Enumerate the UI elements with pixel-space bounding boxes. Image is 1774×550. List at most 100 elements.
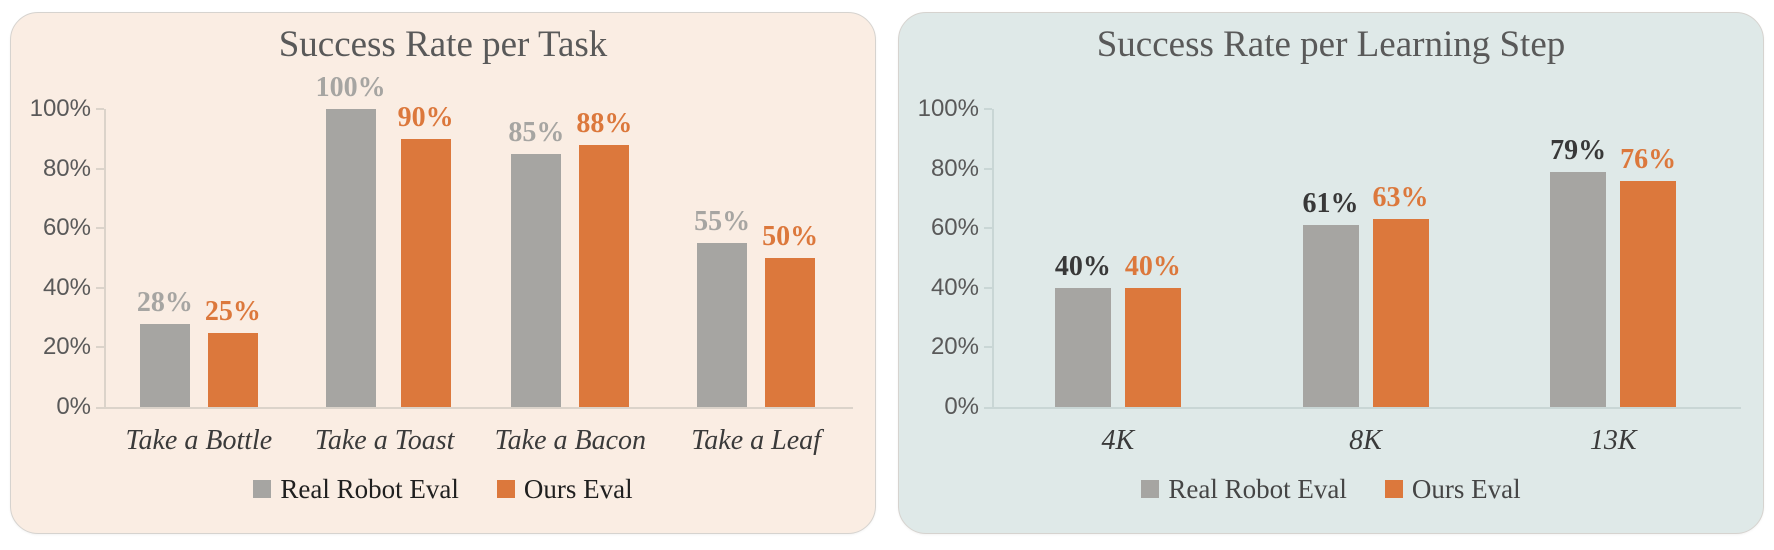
category-label: 8K xyxy=(1349,425,1382,456)
x-axis-labels: Take a Bottle Take a Toast Take a Bacon Tak… xyxy=(106,424,849,458)
bar xyxy=(579,144,630,407)
x-axis-line xyxy=(984,407,1741,409)
y-tick-label: 80% xyxy=(930,154,979,182)
y-tick-mark xyxy=(96,286,104,289)
bar xyxy=(765,258,816,407)
bar xyxy=(1302,225,1359,407)
bar-column: 88% xyxy=(576,109,632,407)
y-tick-mark xyxy=(984,167,992,170)
chart-panel-learning-step: Success Rate per Learning Step 100% 80% 60… xyxy=(898,12,1764,534)
bar-group: 85% 88% xyxy=(478,109,664,407)
bar-value-label: 79% xyxy=(1550,134,1607,166)
legend-swatch-icon xyxy=(496,480,515,499)
bar-column: 63% xyxy=(1372,182,1429,407)
legend-item: Real Robot Eval xyxy=(253,473,459,505)
plot-area: 28% 25% 100% 90% 85% 88% 55% 50% xyxy=(106,74,849,407)
bar xyxy=(400,138,451,407)
y-tick-label: 40% xyxy=(930,273,979,301)
plot-area: 40% 40% 61% 63% 79% 76% xyxy=(994,109,1737,407)
y-tick-label: 0% xyxy=(56,393,91,420)
bar-value-label: 63% xyxy=(1372,182,1429,214)
x-axis-line xyxy=(96,407,853,409)
legend-swatch-icon xyxy=(1141,480,1160,499)
bar-value-label: 61% xyxy=(1302,188,1359,220)
bar-value-label: 85% xyxy=(508,116,565,148)
bar-column: 40% xyxy=(1054,250,1111,407)
y-tick-mark xyxy=(984,108,992,110)
bar xyxy=(139,323,190,407)
y-tick-label: 20% xyxy=(930,333,979,361)
y-tick-label: 80% xyxy=(42,154,91,182)
bar-group: 79% 76% xyxy=(1489,134,1737,407)
bar-group: 40% 40% xyxy=(994,250,1242,407)
bar-value-label: 25% xyxy=(204,295,261,327)
y-tick-label: 20% xyxy=(42,333,91,361)
bar-value-label: 40% xyxy=(1054,250,1111,282)
y-tick-mark xyxy=(96,346,104,349)
category-label: Take a Toast xyxy=(314,425,455,456)
y-tick-label: 40% xyxy=(42,273,91,301)
legend-swatch-icon xyxy=(253,480,272,499)
bar xyxy=(511,153,562,407)
y-tick-mark xyxy=(984,346,992,349)
category-label: Take a Bottle xyxy=(125,425,273,456)
y-tick-mark xyxy=(984,286,992,289)
legend-swatch-icon xyxy=(1384,480,1403,499)
x-axis-labels: 4K 8K 13K xyxy=(994,424,1737,458)
y-tick-label: 100% xyxy=(29,95,91,122)
category-label: 13K xyxy=(1589,425,1637,456)
category-label: 4K xyxy=(1101,425,1135,456)
bar xyxy=(1372,219,1429,407)
y-tick-mark xyxy=(96,227,104,230)
bar-group: 28% 25% xyxy=(106,286,292,407)
bar xyxy=(1620,180,1677,407)
bar-value-label: 100% xyxy=(315,72,386,103)
y-tick-label: 60% xyxy=(42,214,91,242)
y-tick-label: 100% xyxy=(917,95,979,122)
legend-label: Ours Eval xyxy=(1411,474,1521,504)
bar-column: 85% xyxy=(508,116,565,407)
legend-item: Real Robot Eval xyxy=(1141,473,1347,505)
bar-column: 25% xyxy=(204,295,261,407)
bar-group: 61% 63% xyxy=(1242,184,1490,407)
bar xyxy=(1124,287,1181,407)
legend: Real Robot Eval Ours Eval xyxy=(899,473,1763,505)
chart-title: Success Rate per Task xyxy=(278,24,608,65)
bar-column: 50% xyxy=(762,223,818,407)
bar-value-label: 50% xyxy=(762,221,819,252)
bar xyxy=(1054,287,1111,407)
legend-label: Real Robot Eval xyxy=(280,474,459,504)
bar-value-label: 76% xyxy=(1620,143,1677,175)
category-label: Take a Leaf xyxy=(691,425,821,456)
bar-column: 61% xyxy=(1302,188,1359,407)
chart-title: Success Rate per Learning Step xyxy=(1096,24,1566,65)
y-tick-mark xyxy=(96,108,104,110)
y-tick-mark xyxy=(96,167,104,170)
chart-panel-task: Success Rate per Task 100% 80% 60% 40% 20% 0%… xyxy=(10,12,876,534)
bar-value-label: 28% xyxy=(136,286,193,318)
y-axis-line xyxy=(104,109,106,409)
y-axis-labels: 100% 80% 60% 40% 20% 0% xyxy=(899,97,979,419)
bar-column: 28% xyxy=(136,286,193,407)
y-tick-mark xyxy=(984,227,992,230)
bar xyxy=(697,243,748,407)
legend-label: Ours Eval xyxy=(523,474,633,504)
bar-value-label: 90% xyxy=(397,101,454,133)
legend: Real Robot Eval Ours Eval xyxy=(11,473,875,505)
bar-value-label: 55% xyxy=(694,206,751,238)
bar-column: 76% xyxy=(1620,143,1677,407)
bar-group: 55% 50% xyxy=(663,208,849,407)
legend-item: Ours Eval xyxy=(496,473,633,505)
y-tick-label: 0% xyxy=(944,393,979,420)
bar xyxy=(1550,171,1607,407)
bar xyxy=(207,332,258,407)
bar-column: 40% xyxy=(1124,250,1181,407)
bar-column: 100% xyxy=(316,74,386,407)
bar-value-label: 40% xyxy=(1124,250,1181,282)
bar-column: 55% xyxy=(694,208,750,407)
y-axis-line xyxy=(992,109,994,409)
legend-label: Real Robot Eval xyxy=(1168,474,1347,504)
bar-group: 100% 90% xyxy=(292,74,478,407)
legend-item: Ours Eval xyxy=(1384,473,1521,505)
